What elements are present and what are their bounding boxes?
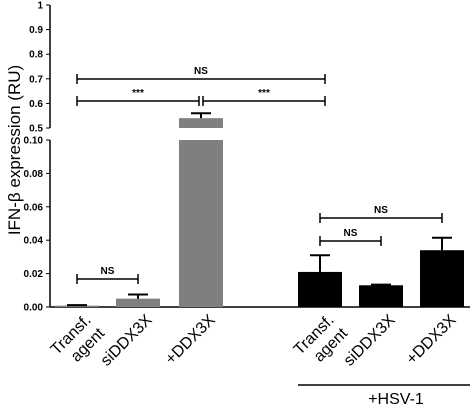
bar	[359, 285, 403, 307]
significance-label: NS	[374, 205, 388, 216]
category-label: Transf.agent	[48, 312, 109, 366]
significance-label: NS	[344, 228, 358, 239]
category-label: +DDX3X	[403, 311, 460, 368]
y-tick-label-upper: 0.7	[29, 74, 43, 85]
category-label-line: siDDX3X	[341, 311, 399, 369]
bars	[55, 118, 464, 307]
bar-upper-segment	[179, 118, 223, 128]
significance-label: ***	[258, 88, 270, 99]
error-bars	[67, 112, 452, 307]
y-tick-label-lower: 0.04	[24, 236, 44, 247]
y-tick-label-lower: 0.10	[24, 136, 44, 147]
category-label: siDDX3X	[341, 311, 399, 369]
category-label-line: siDDX3X	[98, 311, 156, 369]
y-tick-label-upper: 1	[37, 1, 43, 12]
y-tick-label-upper: 0.8	[29, 50, 43, 61]
significance-label: NS	[194, 66, 208, 77]
y-tick-label-upper: 0.5	[29, 124, 43, 135]
significance-label: NS	[101, 266, 115, 277]
y-tick-label-lower: 0.00	[24, 303, 44, 314]
significance-label: ***	[132, 88, 144, 99]
category-label: siDDX3X	[98, 311, 156, 369]
y-tick-label-lower: 0.08	[24, 169, 44, 180]
y-tick-label-upper: 0.9	[29, 25, 43, 36]
bar	[298, 271, 342, 307]
bar	[55, 305, 99, 307]
group-label: +HSV-1	[368, 391, 424, 408]
group-annotation: +HSV-1	[298, 384, 470, 408]
y-tick-label-lower: 0.02	[24, 269, 44, 280]
category-label-line: +DDX3X	[162, 311, 219, 368]
significance-brackets: NS NS *** *** NS NS	[76, 66, 443, 284]
y-axis-label: IFN-β expression (RU)	[5, 65, 24, 235]
bar	[420, 250, 464, 307]
axes: 0.00 0.02 0.04 0.06 0.08 0.100.5 0.6 0.7 0.8 0.9 1	[24, 1, 470, 314]
category-label-line: +DDX3X	[403, 311, 460, 368]
bar	[179, 140, 223, 307]
category-label: Transf.agent	[291, 312, 352, 366]
category-label: +DDX3X	[162, 311, 219, 368]
y-tick-label-upper: 0.6	[29, 99, 43, 110]
bar	[116, 298, 160, 307]
y-tick-label-lower: 0.06	[24, 202, 44, 213]
